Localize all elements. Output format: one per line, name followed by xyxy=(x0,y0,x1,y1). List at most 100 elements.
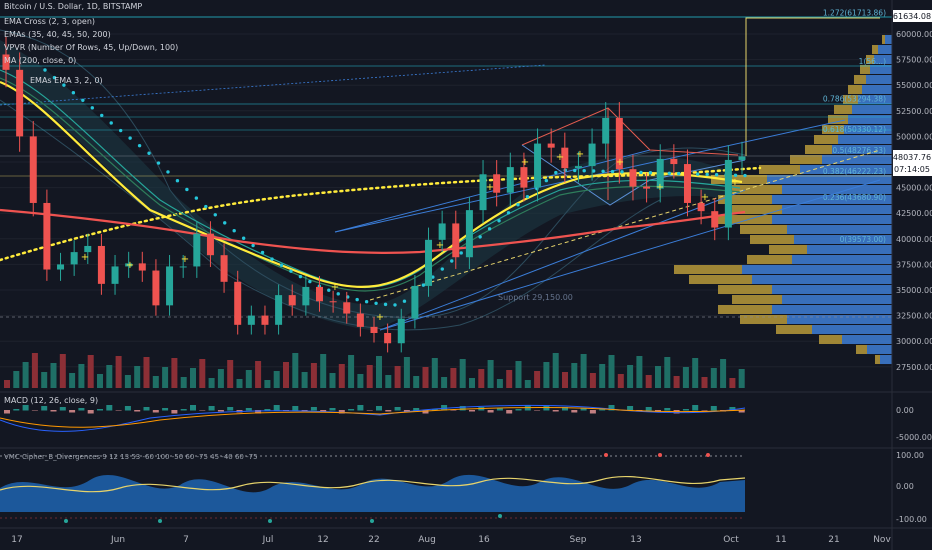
macd-hist xyxy=(208,406,215,411)
channel-line xyxy=(379,189,746,331)
macd-hist xyxy=(608,405,615,411)
ema-dot xyxy=(241,236,246,240)
macd-hist xyxy=(543,406,550,411)
indicator-ema3[interactable]: EMAs EMA 3, 2, 0) xyxy=(30,76,103,85)
price-tick-label: 45000.00 xyxy=(896,184,932,193)
ema-dot xyxy=(733,173,738,177)
ema-dot xyxy=(279,263,284,267)
macd-hist xyxy=(701,410,708,411)
signal-marker: + xyxy=(181,254,189,265)
vpvr-down xyxy=(822,125,844,134)
ema-dot xyxy=(52,75,57,80)
oscillator-pane xyxy=(0,453,746,523)
volume-bar xyxy=(562,372,568,388)
volume-bar xyxy=(487,360,494,388)
signal-marker: + xyxy=(436,240,444,251)
volume-bar xyxy=(385,375,392,388)
osc-label[interactable]: VMC Cipher_B_Divergences 9 12 13 53 -60 … xyxy=(4,453,258,461)
candle-body xyxy=(288,295,296,306)
ema-dot xyxy=(232,228,236,233)
ema-dot xyxy=(327,288,331,292)
candle-body xyxy=(561,147,569,169)
candle-body xyxy=(234,281,242,325)
vpvr-up xyxy=(772,195,892,204)
macd-hist xyxy=(413,408,420,411)
vpvr-down xyxy=(819,335,842,344)
fib-label: 0(39573.00) xyxy=(840,235,886,244)
volume-bar xyxy=(496,379,503,388)
ema-dot xyxy=(90,106,94,110)
vpvr-up xyxy=(878,45,892,54)
vpvr-up xyxy=(782,185,892,194)
volume-bar xyxy=(162,367,169,388)
volume-bar xyxy=(413,376,420,388)
price-tick-label: 30000.00 xyxy=(896,337,932,346)
volume-bar xyxy=(376,356,382,388)
vpvr-up xyxy=(792,255,892,264)
indicator-vpvr[interactable]: VPVR (Number Of Rows, 45, Up/Down, 100) xyxy=(4,43,179,52)
candle-body xyxy=(506,167,514,193)
volume-bar xyxy=(710,368,717,388)
ema-dot xyxy=(147,151,151,155)
candlesticks[interactable]: + + + + + + + + + + + + + + xyxy=(2,36,746,353)
volume-bar xyxy=(310,363,317,388)
macd-hist xyxy=(22,405,29,411)
macd-hist xyxy=(515,409,522,411)
vpvr-up xyxy=(742,265,892,274)
candle-body xyxy=(138,263,146,271)
indicator-ema-cross[interactable]: EMA Cross (2, 3, open) xyxy=(4,17,96,26)
vpvr-down xyxy=(848,85,862,94)
volume-bar xyxy=(431,358,438,388)
ema-dot xyxy=(497,219,501,223)
vpvr-up xyxy=(782,295,892,304)
macd-label[interactable]: MACD (12, 26, close, 9) xyxy=(4,396,99,405)
vpvr-up xyxy=(782,205,892,214)
ema-dot xyxy=(573,168,577,173)
divergence-dot xyxy=(498,514,502,518)
volume-bar xyxy=(320,354,327,388)
candle-body xyxy=(438,223,446,240)
macd-hist xyxy=(217,410,224,412)
volume-bar xyxy=(4,380,10,388)
ema-dot xyxy=(601,169,605,173)
indicator-ma[interactable]: MA (200, close, 0) xyxy=(4,56,77,65)
fib-label: 0.618(50330.12) xyxy=(823,125,886,134)
volume-bar xyxy=(22,362,29,388)
volume-bar xyxy=(543,362,550,388)
macd-tick-label: 0.00 xyxy=(896,406,914,415)
vpvr-down xyxy=(711,175,767,184)
candle-body xyxy=(43,202,51,270)
price-tick-label: 57500.00 xyxy=(896,56,932,65)
vpvr-down xyxy=(740,315,787,324)
macd-hist xyxy=(385,410,392,412)
vpvr-down xyxy=(776,325,812,334)
candle-body xyxy=(179,266,187,268)
candle-body xyxy=(520,167,528,188)
volume-bar xyxy=(506,370,513,388)
symbol-title: Bitcoin / U.S. Dollar, 1D, BITSTAMP xyxy=(4,2,143,11)
fibonacci-levels: 1.272(61713.86) 1(56...) 0.786(53294.38) 0.… xyxy=(823,8,886,244)
indicator-emas[interactable]: EMAs (35, 40, 45, 50, 200) xyxy=(4,30,111,39)
volume-bar xyxy=(292,353,299,388)
candle-body xyxy=(111,266,119,284)
macd-hist xyxy=(627,406,634,411)
candle-body xyxy=(370,326,378,334)
volume-bar xyxy=(589,373,596,388)
macd-hist xyxy=(487,410,494,413)
ema-dot xyxy=(516,203,520,207)
macd-hist xyxy=(124,406,131,411)
divergence-dot xyxy=(604,453,608,457)
candle-body xyxy=(493,174,501,193)
ema-dot xyxy=(109,121,113,125)
signal-marker: + xyxy=(331,282,339,293)
volume-bar xyxy=(69,373,76,388)
volume-bar xyxy=(264,380,271,388)
volume-bar xyxy=(469,378,475,388)
price-tick-label: 37500.00 xyxy=(896,260,932,269)
vpvr-down xyxy=(854,75,866,84)
ema-dot xyxy=(298,274,303,279)
ema-dot xyxy=(166,170,170,174)
volume-bar xyxy=(199,359,206,388)
candle-body xyxy=(697,202,705,212)
